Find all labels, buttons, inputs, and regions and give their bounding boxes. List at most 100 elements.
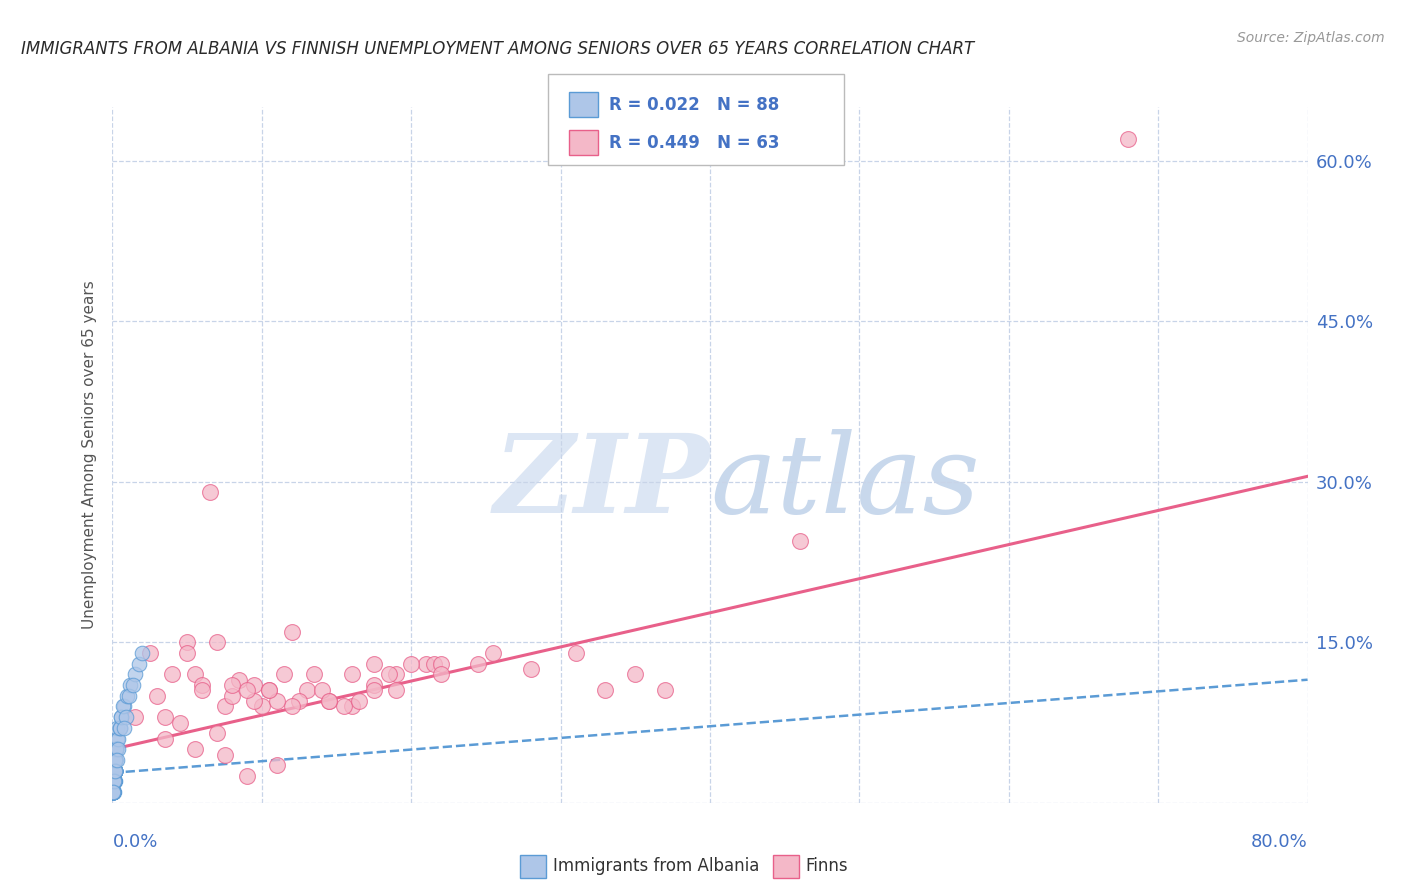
Point [124,710,146,724]
Point [104,764,127,778]
Point [266,694,288,708]
Point [221,689,243,703]
Point [105,742,128,756]
Point [430,657,453,671]
Point [243,694,266,708]
Text: Immigrants from Albania: Immigrants from Albania [553,857,759,875]
Point [118,689,141,703]
Point [105,742,128,756]
Point [259,683,281,698]
Point [105,742,128,756]
Point [122,678,145,692]
Point [191,678,214,692]
Point [146,689,169,703]
Point [103,785,125,799]
Text: Source: ZipAtlas.com: Source: ZipAtlas.com [1237,31,1385,45]
Point [281,699,304,714]
Point [288,694,311,708]
Point [191,683,214,698]
Point [198,485,221,500]
Point [430,667,453,681]
Point [624,667,647,681]
Point [214,747,236,762]
Point [103,774,125,789]
Point [103,785,125,799]
Point [595,683,617,698]
Point [104,753,127,767]
Point [363,678,385,692]
Point [104,753,127,767]
Point [103,774,125,789]
Point [103,785,125,799]
Point [103,785,125,799]
Point [105,753,128,767]
Point [103,774,125,789]
Point [318,694,340,708]
Point [103,785,125,799]
Point [103,774,125,789]
Point [103,785,125,799]
Point [378,667,401,681]
Point [105,731,128,746]
Point [103,764,125,778]
Point [103,785,125,799]
Point [110,710,132,724]
Point [183,667,205,681]
Point [115,710,138,724]
Point [333,699,356,714]
Point [422,657,444,671]
Point [228,673,250,687]
Y-axis label: Unemployment Among Seniors over 65 years: Unemployment Among Seniors over 65 years [82,281,97,629]
Text: R = 0.022   N = 88: R = 0.022 N = 88 [609,95,779,114]
Point [103,774,125,789]
Point [108,721,131,735]
Point [107,731,129,746]
Point [111,699,134,714]
Point [415,657,437,671]
Point [104,764,127,778]
Point [176,635,198,649]
Point [103,785,125,799]
Point [259,683,281,698]
Point [385,667,408,681]
Point [103,785,125,799]
Point [103,774,125,789]
Point [169,715,191,730]
Point [103,774,125,789]
Point [281,624,304,639]
Text: 80.0%: 80.0% [1251,833,1308,851]
Point [205,635,228,649]
Point [104,753,127,767]
Point [104,764,127,778]
Point [564,646,586,660]
Point [103,774,125,789]
Point [221,678,243,692]
Point [104,764,127,778]
Point [104,753,127,767]
Point [401,657,423,671]
Point [520,662,543,676]
Point [103,785,125,799]
Point [236,769,259,783]
Point [103,785,125,799]
Text: 0.0%: 0.0% [112,833,157,851]
Point [110,710,132,724]
Point [117,689,139,703]
Point [103,785,125,799]
Point [103,774,125,789]
Point [120,678,142,692]
Point [176,646,198,660]
Point [103,774,125,789]
Point [273,667,295,681]
Point [104,764,127,778]
Point [105,721,128,735]
Point [295,683,318,698]
Point [103,774,125,789]
Point [318,694,340,708]
Point [243,678,266,692]
Text: atlas: atlas [710,429,980,536]
Point [104,753,127,767]
Point [104,774,127,789]
Point [340,699,363,714]
Point [654,683,676,698]
